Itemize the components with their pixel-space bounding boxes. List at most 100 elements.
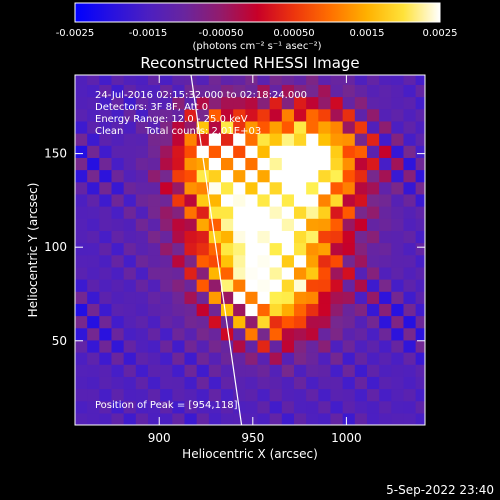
- heatmap-cell: [123, 242, 137, 256]
- heatmap-cell: [379, 279, 392, 292]
- heatmap-cell: [391, 75, 405, 85]
- heatmap-cell: [257, 364, 271, 377]
- heatmap-cell: [391, 400, 405, 414]
- heatmap-cell: [160, 412, 173, 425]
- heatmap-cell: [281, 84, 295, 98]
- heatmap-cell: [391, 230, 405, 244]
- heatmap-cell: [415, 145, 425, 158]
- heatmap-cell: [233, 133, 246, 146]
- heatmap-cell: [342, 218, 356, 231]
- heatmap-cell: [269, 230, 283, 244]
- heatmap-cell: [99, 169, 113, 183]
- heatmap-cell: [257, 75, 271, 85]
- heatmap-cell: [208, 412, 222, 425]
- heatmap-cell: [281, 230, 295, 244]
- heatmap-cell: [269, 254, 283, 268]
- heatmap-cell: [342, 376, 356, 390]
- heatmap-cell: [208, 169, 222, 183]
- heatmap-cell: [147, 388, 161, 402]
- heatmap-cell: [366, 352, 380, 365]
- colorbar-tick-label: -0.0025: [56, 28, 95, 39]
- heatmap-cell: [87, 157, 100, 171]
- heatmap-cell: [257, 145, 271, 158]
- heatmap-cell: [184, 230, 198, 244]
- heatmap-cell: [379, 388, 392, 402]
- heatmap-cell: [172, 96, 186, 110]
- heatmap-cell: [172, 84, 186, 98]
- heatmap-cell: [269, 266, 283, 280]
- heatmap-cell: [123, 108, 137, 122]
- y-tick-label: 150: [44, 147, 67, 161]
- heatmap-cell: [220, 266, 234, 280]
- heatmap-cell: [281, 145, 295, 158]
- heatmap-cell: [245, 120, 259, 134]
- heatmap-cell: [196, 242, 210, 256]
- heatmap-cell: [354, 291, 368, 304]
- heatmap-cell: [257, 303, 271, 317]
- heatmap-cell: [293, 133, 307, 146]
- heatmap-cell: [342, 242, 356, 256]
- heatmap-cell: [330, 400, 344, 414]
- heatmap-cell: [135, 133, 149, 146]
- heatmap-cell: [293, 400, 307, 414]
- heatmap-cell: [306, 230, 319, 244]
- heatmap-cell: [245, 279, 259, 292]
- heatmap-cell: [257, 206, 271, 219]
- heatmap-cell: [366, 388, 380, 402]
- heatmap-cell: [330, 327, 344, 341]
- heatmap-cell: [208, 181, 222, 195]
- heatmap-cell: [269, 412, 283, 425]
- heatmap-cell: [330, 291, 344, 304]
- heatmap-cell: [208, 400, 222, 414]
- heatmap-cell: [172, 133, 186, 146]
- heatmap-cell: [403, 388, 417, 402]
- heatmap-cell: [233, 169, 246, 183]
- heatmap-cell: [318, 279, 332, 292]
- heatmap-cell: [111, 364, 125, 377]
- heatmap-cell: [366, 412, 380, 425]
- heatmap-cell: [99, 193, 113, 207]
- heatmap-cell: [111, 120, 125, 134]
- heatmap-cell: [172, 279, 186, 292]
- heatmap-cell: [208, 291, 222, 304]
- heatmap-cell: [379, 230, 392, 244]
- heatmap-cell: [415, 388, 425, 402]
- heatmap-cell: [135, 75, 149, 85]
- heatmap-cell: [306, 145, 319, 158]
- heatmap-cell: [233, 193, 246, 207]
- heatmap-cell: [269, 327, 283, 341]
- heatmap-cell: [403, 254, 417, 268]
- heatmap-cell: [257, 193, 271, 207]
- heatmap-cell: [281, 242, 295, 256]
- heatmap-cell: [366, 339, 380, 353]
- heatmap-cell: [379, 157, 392, 171]
- heatmap-cell: [245, 327, 259, 341]
- heatmap-cell: [208, 157, 222, 171]
- heatmap-cell: [99, 327, 113, 341]
- heatmap-cell: [220, 108, 234, 122]
- heatmap-cell: [75, 84, 88, 98]
- heatmap-cell: [330, 388, 344, 402]
- heatmap-cell: [269, 157, 283, 171]
- heatmap-cell: [160, 242, 173, 256]
- heatmap-cell: [172, 303, 186, 317]
- heatmap-cell: [233, 242, 246, 256]
- heatmap-cell: [220, 339, 234, 353]
- heatmap-cell: [87, 291, 100, 304]
- heatmap-cell: [87, 133, 100, 146]
- heatmap-cell: [366, 145, 380, 158]
- heatmap-cell: [269, 145, 283, 158]
- heatmap-cell: [172, 315, 186, 329]
- heatmap-cell: [306, 254, 319, 268]
- heatmap-cell: [366, 84, 380, 98]
- heatmap-cell: [379, 169, 392, 183]
- heatmap-cell: [111, 412, 125, 425]
- heatmap-cell: [196, 108, 210, 122]
- heatmap-cell: [245, 84, 259, 98]
- heatmap-cell: [366, 266, 380, 280]
- heatmap-cell: [75, 327, 88, 341]
- heatmap-cell: [245, 181, 259, 195]
- heatmap-cell: [257, 218, 271, 231]
- heatmap-cell: [415, 120, 425, 134]
